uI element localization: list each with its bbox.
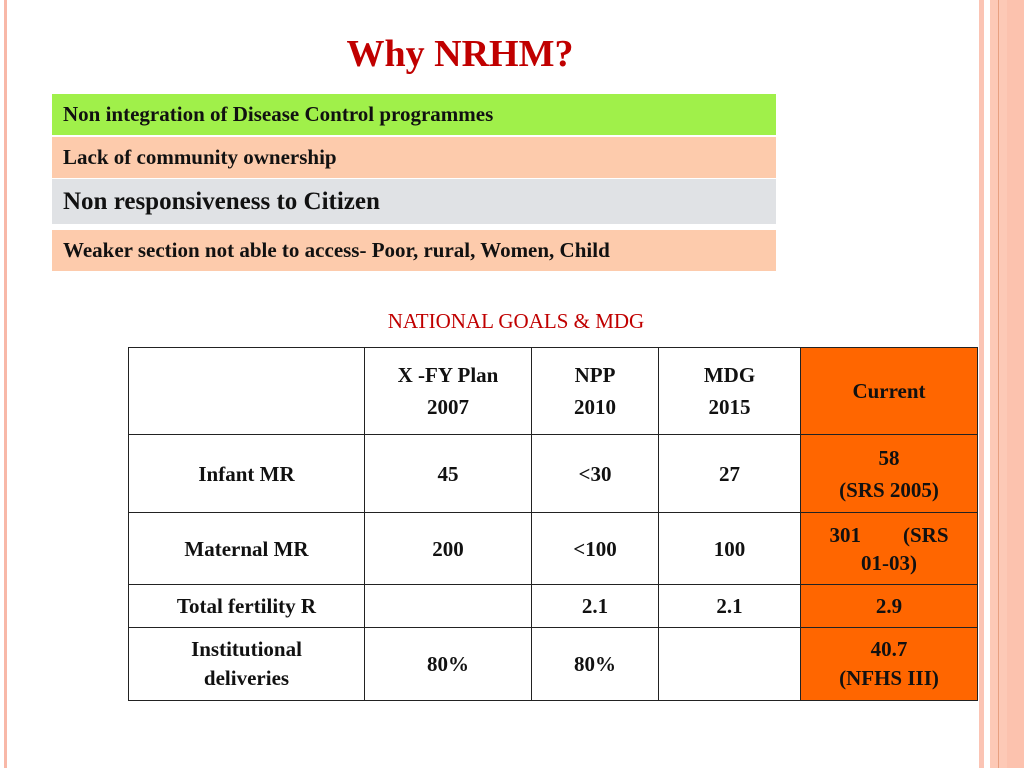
table-title: NATIONAL GOALS & MDG bbox=[387, 309, 645, 333]
header-line: X -FY Plan bbox=[397, 363, 499, 387]
table-row: Total fertility R 2.1 2.1 2.9 bbox=[128, 584, 978, 628]
current-line: (SRS 2005) bbox=[839, 477, 939, 502]
cell bbox=[658, 627, 801, 701]
table-row: Maternal MR 200 <100 100 301 (SRS 01-03) bbox=[128, 512, 978, 585]
reason-text: Non integration of Disease Control progr… bbox=[63, 102, 494, 126]
row-label: Institutional deliveries bbox=[128, 627, 365, 701]
reason-bar: Non integration of Disease Control progr… bbox=[52, 94, 776, 135]
row-label: Total fertility R bbox=[128, 584, 365, 628]
cell bbox=[364, 584, 532, 628]
goals-table: X -FY Plan 2007 NPP 2010 MDG 2015 Current I… bbox=[128, 347, 978, 701]
header-line: 2010 bbox=[574, 395, 616, 419]
current-cell: 2.9 bbox=[800, 584, 978, 628]
current-line: 58 bbox=[878, 445, 900, 470]
header-cell: X -FY Plan 2007 bbox=[364, 347, 532, 435]
cell: 200 bbox=[364, 512, 532, 585]
slide-title: Why NRHM? bbox=[346, 33, 574, 75]
reason-bar: Lack of community ownership bbox=[52, 137, 776, 178]
table-row: Institutional deliveries 80% 80% 40.7 (NF… bbox=[128, 627, 978, 701]
table-row: Infant MR 45 <30 27 58 (SRS 2005) bbox=[128, 434, 978, 513]
cell: 80% bbox=[364, 627, 532, 701]
current-line: 01-03) bbox=[861, 550, 917, 575]
cell: 27 bbox=[658, 434, 801, 513]
header-line: MDG bbox=[703, 363, 756, 387]
header-line: 2015 bbox=[708, 395, 751, 419]
reason-text: Weaker section not able to access- Poor,… bbox=[63, 238, 610, 262]
left-border-line bbox=[4, 0, 7, 768]
right-border-stripe bbox=[998, 0, 999, 768]
header-line: Current bbox=[852, 379, 926, 403]
header-cell-current: Current bbox=[800, 347, 978, 435]
current-line: (NFHS III) bbox=[839, 666, 939, 690]
cell: 2.1 bbox=[658, 584, 801, 628]
cell: 2.1 bbox=[531, 584, 659, 628]
header-line: NPP bbox=[574, 363, 616, 387]
row-label: Maternal MR bbox=[128, 512, 365, 585]
current-cell: 40.7 (NFHS III) bbox=[800, 627, 978, 701]
reason-bar: Non responsiveness to Citizen bbox=[52, 179, 776, 224]
cell: 45 bbox=[364, 434, 532, 513]
current-line: 40.7 bbox=[870, 637, 908, 661]
row-label: Infant MR bbox=[128, 434, 365, 513]
current-cell: 58 (SRS 2005) bbox=[800, 434, 978, 513]
reason-text: Lack of community ownership bbox=[63, 145, 337, 169]
header-cell: NPP 2010 bbox=[531, 347, 659, 435]
cell: <100 bbox=[531, 512, 659, 585]
cell: 100 bbox=[658, 512, 801, 585]
reason-bar: Weaker section not able to access- Poor,… bbox=[52, 230, 776, 271]
cell: <30 bbox=[531, 434, 659, 513]
reason-text: Non responsiveness to Citizen bbox=[63, 187, 380, 215]
right-border-line bbox=[979, 0, 984, 768]
right-border-shade bbox=[1007, 0, 1024, 768]
header-line: 2007 bbox=[427, 395, 469, 419]
current-cell: 301 (SRS 01-03) bbox=[800, 512, 978, 585]
table-header-row: X -FY Plan 2007 NPP 2010 MDG 2015 Current bbox=[128, 347, 978, 435]
header-cell: MDG 2015 bbox=[658, 347, 801, 435]
current-line: 301 (SRS bbox=[829, 522, 949, 547]
row-label-text: Institutional deliveries bbox=[191, 637, 302, 690]
cell: 80% bbox=[531, 627, 659, 701]
header-cell-empty bbox=[128, 347, 365, 435]
